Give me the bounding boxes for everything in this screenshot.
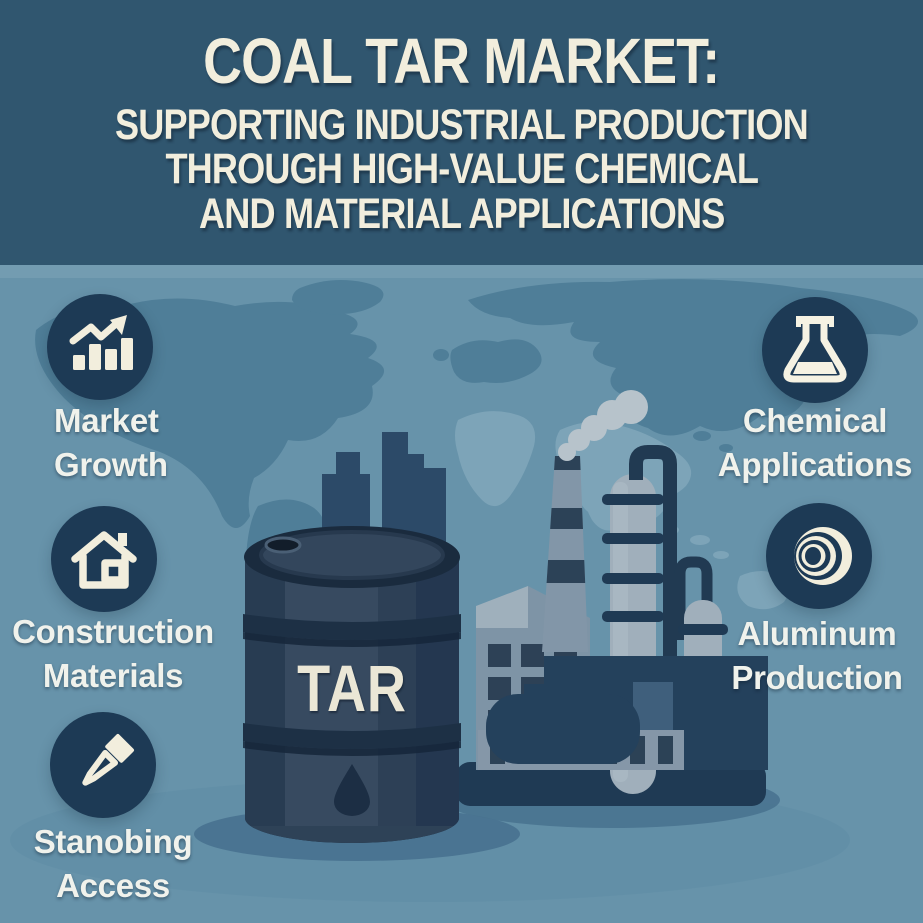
standing-access-label: Stanobing Access — [2, 820, 224, 907]
label-line: Access — [56, 866, 170, 904]
label-line: Aluminum — [737, 615, 897, 652]
label-line: Stanobing — [33, 823, 193, 860]
label-line: Materials — [42, 656, 184, 694]
storage-tank — [486, 694, 640, 764]
label-line: Growth — [54, 445, 168, 483]
label-line: Applications — [717, 445, 913, 483]
factory-platform — [456, 762, 766, 806]
oil-drop-icon — [334, 764, 370, 816]
flask-icon — [783, 316, 847, 383]
subtitle-line-3: AND MATERIAL APPLICATIONS — [198, 189, 725, 238]
barrel-bung — [264, 536, 302, 554]
factory-base — [478, 656, 768, 770]
pipes — [629, 445, 713, 672]
smoke-puffs — [558, 390, 648, 461]
label-line: Construction — [12, 613, 214, 650]
barrel-facets — [245, 558, 459, 826]
house-icon — [71, 531, 137, 589]
market-growth-label: Market Growth — [54, 399, 168, 486]
construction-materials-label: Construction Materials — [2, 610, 224, 697]
standing-access-badge — [50, 712, 156, 818]
page-title: COAL TAR MARKET: — [203, 25, 720, 97]
barrel-hoops — [243, 614, 461, 756]
subtitle-line-1: SUPPORTING INDUSTRIAL PRODUCTION — [115, 100, 809, 149]
tar-barrel — [243, 526, 461, 843]
aluminum-production-label: Aluminum Production — [704, 612, 923, 699]
subtitle-line-2: THROUGH HIGH-VALUE CHEMICAL — [165, 145, 759, 194]
market-growth-badge — [47, 294, 153, 400]
label-line: Market — [54, 402, 159, 439]
smokestack — [542, 456, 588, 652]
label-line: Production — [731, 658, 903, 696]
chemical-applications-label: Chemical Applications — [702, 399, 923, 486]
barrel-lid — [261, 532, 443, 578]
label-line: Chemical — [742, 402, 888, 439]
chemical-applications-badge — [762, 297, 868, 403]
growth-chart-icon — [69, 315, 133, 370]
header-banner: COAL TAR MARKET: SUPPORTING INDUSTRIAL P… — [0, 0, 923, 265]
aluminum-production-badge — [766, 503, 872, 609]
barrel-label: TAR — [297, 651, 407, 725]
refinery-illustration — [456, 390, 768, 806]
dropper-icon — [82, 734, 134, 786]
aluminum-coil-icon — [794, 527, 852, 585]
horizon-strip — [0, 265, 923, 278]
construction-materials-badge — [51, 506, 157, 612]
